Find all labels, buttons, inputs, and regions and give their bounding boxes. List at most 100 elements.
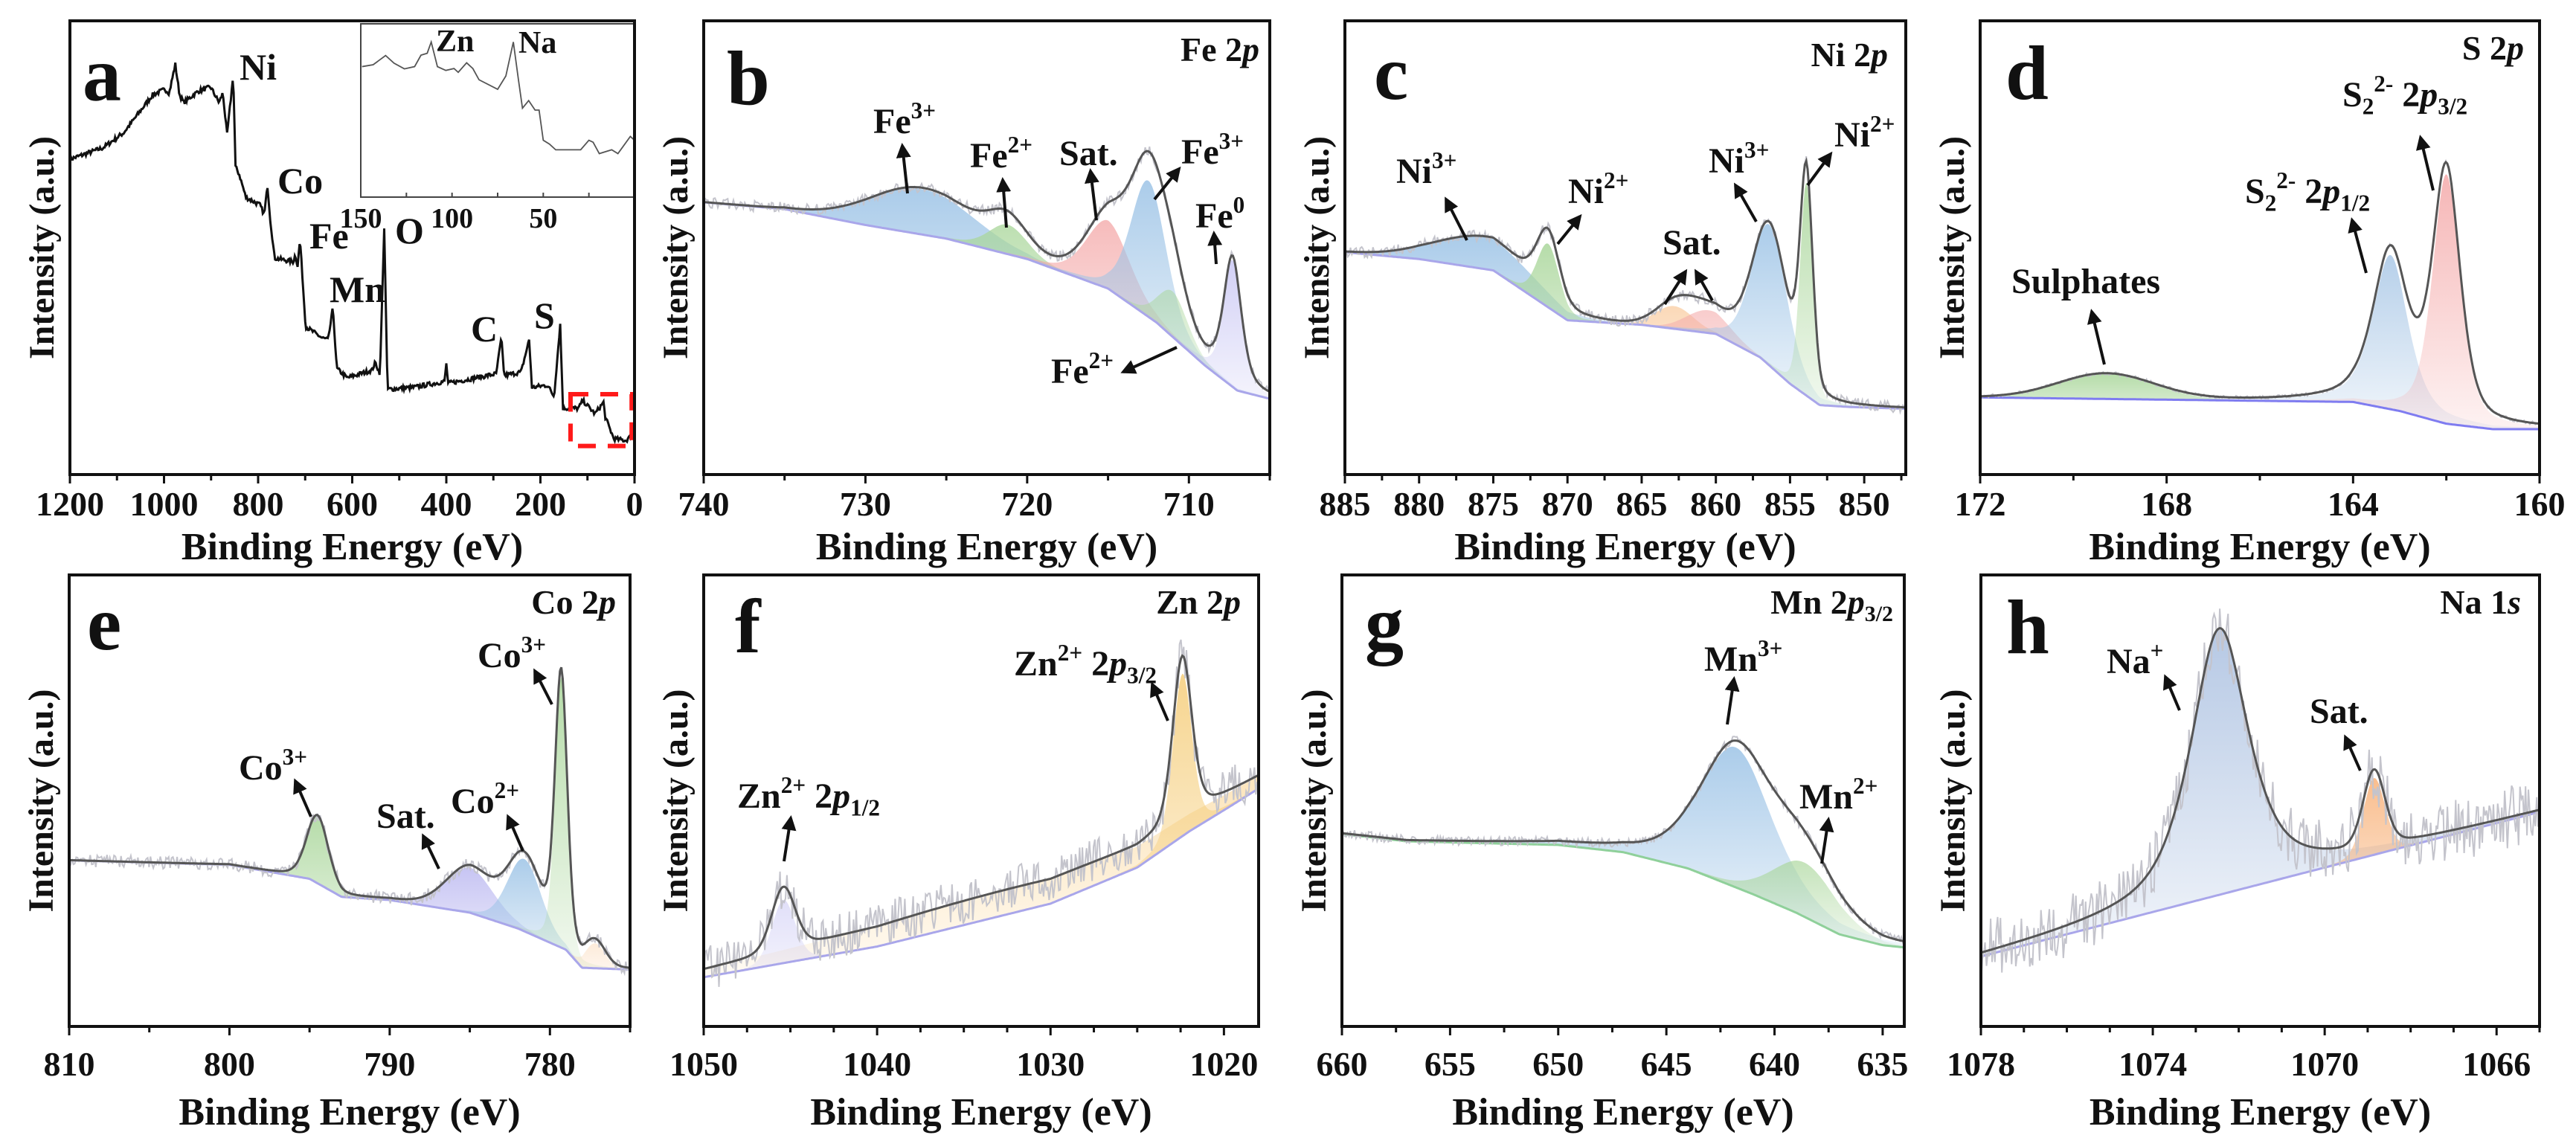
label-segment: Fe (1051, 352, 1089, 391)
peak-label: Mn2+ (1799, 773, 1878, 817)
label-segment: 2 (2296, 172, 2322, 211)
label-segment: 2+ (781, 772, 806, 798)
x-axis-title: Binding Energy (eV) (182, 526, 523, 568)
annotation-arrow (293, 778, 312, 817)
y-axis-title: Intensity (a.u.) (22, 689, 61, 912)
inset-peak-label: Zn (436, 25, 474, 59)
label-segment: Fe (873, 102, 911, 141)
peak-label: Fe3+ (1181, 128, 1244, 172)
x-tick-label: 660 (1317, 1045, 1368, 1083)
panel-c: 885 880 875 870 865 860 855 850 Binding Energy (… (1297, 19, 1907, 568)
annotation-arrow (1207, 231, 1223, 265)
label-segment: Fe (309, 215, 349, 257)
label-segment: Mn 2 (1770, 583, 1848, 621)
label-segment: 2+ (1870, 111, 1895, 137)
label-segment: 2+ (1008, 132, 1032, 158)
x-axis-title: Binding Energy (eV) (1454, 526, 1796, 568)
label-segment: 2+ (495, 777, 519, 803)
peak-label: S22- 2p1/2 (2245, 167, 2370, 216)
peak-label: Mn3+ (1704, 635, 1782, 679)
x-tick-label: 400 (421, 485, 472, 523)
label-segment: 2+ (1058, 640, 1082, 666)
x-tick-label: 172 (1955, 485, 2006, 523)
peak-label: Fe0 (1195, 192, 1244, 236)
peak-label: Co2+ (451, 777, 519, 821)
label-segment: p (2319, 172, 2340, 211)
x-axis-title: Binding Energy (eV) (816, 526, 1157, 568)
label-segment: Ni 2 (1811, 36, 1872, 74)
x-tick-label: 650 (1532, 1045, 1584, 1083)
y-axis-title: Intensity (a.u.) (656, 136, 696, 359)
inset-tick-label: 100 (431, 203, 473, 234)
peak-label: Mn (330, 269, 385, 310)
fit-component-fe3-sat (704, 188, 1270, 399)
label-segment: Ni (1396, 152, 1432, 191)
fit-component-ni3-sat (1345, 237, 1906, 409)
peak-label: Sat. (2310, 692, 2368, 731)
label-segment: Co 2 (531, 583, 599, 621)
raw-data-line (704, 147, 1270, 393)
label-segment: 2+ (1853, 773, 1878, 799)
annotation-arrow (1556, 213, 1582, 245)
label-segment: Ni (1568, 172, 1604, 211)
annotation-arrow (1695, 269, 1714, 301)
label-segment: 2- (2276, 167, 2296, 193)
panel-title: Ni 2p (1811, 36, 1889, 74)
peak-label: Sat. (1663, 223, 1721, 263)
background-line (1980, 396, 2540, 431)
label-segment: Zn (737, 777, 781, 816)
fit-component-co3-2p3-2 (69, 677, 630, 970)
label-segment: Co (451, 782, 495, 821)
x-axis-title: Binding Energy (eV) (1452, 1091, 1793, 1134)
x-tick-label: 865 (1616, 485, 1667, 523)
fit-component-ni3- (1345, 224, 1906, 409)
x-tick-label: 200 (515, 485, 566, 523)
peak-label: S (534, 295, 555, 336)
x-tick-label: 855 (1764, 485, 1816, 523)
plot-frame (1979, 573, 2541, 1028)
peak-label: Fe2+ (970, 132, 1032, 176)
fit-envelope-line (1345, 157, 1906, 409)
annotation-arrow (533, 668, 553, 705)
panel-letter: b (727, 36, 770, 121)
x-tick-label: 800 (204, 1045, 255, 1083)
x-tick-label: 790 (364, 1045, 415, 1083)
label-segment: Ni (1834, 115, 1870, 155)
x-tick-label: 1020 (1189, 1045, 1258, 1083)
fit-component-broad (704, 776, 1259, 977)
fit-component-fe2- (704, 202, 1270, 399)
label-segment: S (2245, 172, 2265, 211)
plot-frame (702, 573, 1260, 1028)
label-segment: Sat. (2310, 692, 2368, 731)
label-segment: 3+ (1219, 128, 1244, 154)
panel-g: 660 655 650 645 640 635 Binding Energy (eV) Int… (1294, 573, 1908, 1134)
x-tick-label: 1000 (130, 485, 199, 523)
peak-label: Ni3+ (1709, 137, 1769, 181)
panel-letter: d (2005, 30, 2049, 116)
x-tick-label: 800 (233, 485, 284, 523)
y-axis-title: Intensity (a.u.) (1933, 136, 1972, 359)
x-axis-title: Binding Energy (eV) (810, 1091, 1152, 1134)
label-segment: p (2504, 29, 2524, 67)
x-tick-label: 645 (1641, 1045, 1692, 1083)
annotation-arrow (2416, 135, 2435, 191)
fit-component-sulphates (1980, 373, 2540, 429)
x-tick-label: 1040 (843, 1045, 911, 1083)
annotation-arrow (1806, 151, 1833, 187)
label-segment: Mn (1799, 777, 1853, 817)
x-tick-label: 875 (1468, 485, 1519, 523)
peak-label: Fe2+ (1051, 347, 1114, 391)
label-segment: 3/2 (2438, 94, 2467, 120)
label-segment: 3+ (521, 631, 546, 658)
fit-envelope-line (704, 150, 1270, 393)
label-segment: 2 (1082, 644, 1109, 684)
annotation-arrow (1150, 681, 1169, 721)
label-segment: Sat. (1663, 223, 1721, 263)
label-segment: Mn (1704, 640, 1758, 679)
label-segment: Sat. (1059, 134, 1118, 173)
x-tick-label: 870 (1542, 485, 1593, 523)
label-segment: 2 (2363, 94, 2374, 120)
label-segment: Co (478, 636, 521, 675)
label-segment: Mn (330, 269, 385, 310)
